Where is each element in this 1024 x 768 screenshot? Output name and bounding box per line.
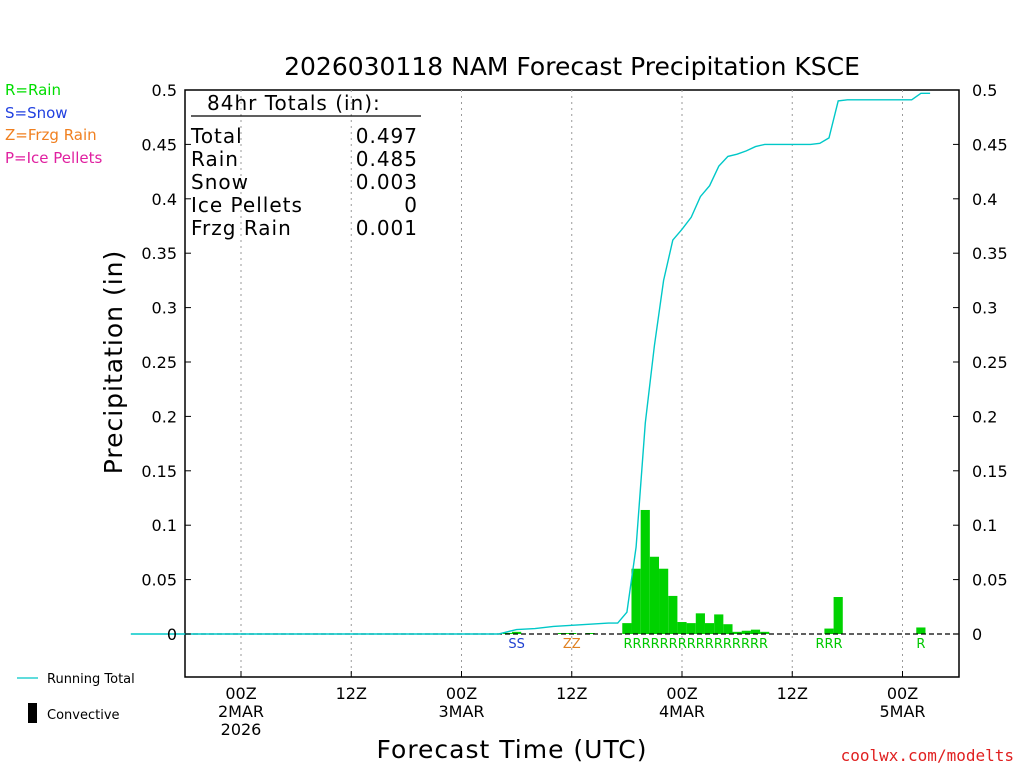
y-tick-label-left: 0.45 (141, 135, 177, 154)
series-legend: Running Total Convective (17, 672, 135, 723)
precip-type-label: R (916, 637, 925, 652)
legend-frzg-rain: Z=Frzg Rain (5, 126, 97, 144)
y-tick-label-right: 0.2 (972, 407, 997, 426)
precip-bar (585, 633, 595, 634)
x-axis-label: Forecast Time (UTC) (377, 735, 648, 764)
x-tick-label: 3MAR (438, 702, 484, 721)
y-tick-label-left: 0.2 (152, 407, 177, 426)
totals-label-ice-pellets: Ice Pellets (191, 193, 303, 217)
y-tick-label-left: 0.35 (141, 244, 177, 263)
y-tick-label-right: 0.4 (972, 190, 997, 209)
y-tick-label-right: 0.05 (972, 571, 1008, 590)
x-tick-label: 2026 (221, 720, 262, 739)
precip-type-labels: SS ZZ RRRRRRRRRRRRRRRR RRR R (508, 637, 925, 652)
precip-bar (732, 631, 742, 634)
chart-title: 2026030118 NAM Forecast Precipitation KS… (284, 52, 860, 81)
precip-type-label: RRRRRRRRRRRRRRRR (624, 637, 769, 652)
precip-bar (750, 629, 761, 634)
totals-value-total: 0.497 (356, 124, 418, 148)
y-tick-label-right: 0 (972, 625, 982, 644)
running-total-line (130, 92, 931, 635)
x-tick-label: 2MAR (218, 702, 264, 721)
credit-link: coolwx.com/modelts (841, 746, 1014, 765)
precip-bar (741, 630, 751, 634)
precip-bar (833, 597, 843, 634)
y-tick-label-left: 0.05 (141, 571, 177, 590)
totals-label-rain: Rain (191, 147, 239, 171)
convective-swatch (28, 703, 37, 723)
x-tick-label: 4MAR (659, 702, 705, 721)
precip-bar (668, 595, 678, 634)
legend-convective: Convective (47, 708, 120, 723)
precip-bar (640, 509, 650, 634)
totals-value-frzg-rain: 0.001 (356, 216, 418, 240)
precip-bar (916, 627, 926, 634)
y-tick-label-left: 0.1 (152, 516, 177, 535)
y-tick-label-left: 0 (167, 625, 177, 644)
precip-bar (760, 631, 770, 634)
y-tick-label-right: 0.45 (972, 135, 1008, 154)
y-tick-label-left: 0.3 (152, 299, 177, 318)
x-tick-label: 00Z (887, 684, 918, 703)
x-tick-label: 12Z (336, 684, 367, 703)
y-tick-label-left: 0.4 (152, 190, 177, 209)
x-tick-label: 12Z (556, 684, 587, 703)
precip-type-label: ZZ (563, 637, 581, 652)
precip-bar (659, 568, 669, 634)
legend-ice-pellets: P=Ice Pellets (5, 149, 102, 167)
y-tick-label-left: 0.25 (141, 353, 177, 372)
y-tick-label-right: 0.35 (972, 244, 1008, 263)
legend-snow: S=Snow (5, 104, 68, 122)
precip-bar (512, 631, 522, 634)
totals-table: 84hr Totals (in): Total 0.497 Rain 0.485… (190, 91, 421, 240)
x-tick-label: 5MAR (879, 702, 925, 721)
precip-bar (677, 622, 687, 634)
x-tick-label: 12Z (777, 684, 808, 703)
totals-value-ice-pellets: 0 (404, 193, 418, 217)
y-axis-ticks: 0 0 0.05 0.05 0.1 0.1 0.15 0.15 0.2 0.2 0.25 0.25 0.… (141, 81, 1007, 644)
precip-bar (704, 623, 715, 634)
y-tick-label-right: 0.15 (972, 462, 1008, 481)
precip-bar (631, 568, 641, 634)
x-tick-label: 00Z (446, 684, 477, 703)
precip-type-label: RRR (815, 637, 842, 652)
y-tick-label-left: 0.5 (152, 81, 177, 100)
precip-type-label: SS (508, 637, 525, 652)
y-tick-label-right: 0.3 (972, 299, 997, 318)
legend-running-total: Running Total (47, 672, 135, 687)
totals-label-snow: Snow (191, 170, 249, 194)
y-tick-label-right: 0.25 (972, 353, 1008, 372)
vertical-gridlines (240, 90, 903, 677)
totals-value-snow: 0.003 (356, 170, 418, 194)
precip-bar (649, 556, 660, 634)
precip-bar (714, 614, 724, 634)
precip-bar (723, 624, 733, 634)
x-tick-label: 00Z (666, 684, 697, 703)
convective-bars (502, 509, 926, 634)
totals-label-total: Total (190, 124, 243, 148)
y-tick-label-right: 0.5 (972, 81, 997, 100)
x-tick-label: 00Z (225, 684, 256, 703)
precip-bar (695, 613, 705, 634)
totals-label-frzg-rain: Frzg Rain (191, 216, 292, 240)
y-tick-label-left: 0.15 (141, 462, 177, 481)
precip-bar (622, 623, 632, 634)
totals-header: 84hr Totals (in): (207, 91, 381, 115)
y-axis-label: Precipitation (in) (99, 250, 128, 475)
precip-bar (686, 623, 696, 634)
legend-rain: R=Rain (5, 81, 61, 99)
precip-type-legend: R=Rain S=Snow Z=Frzg Rain P=Ice Pellets (5, 81, 102, 167)
precip-bar (824, 628, 834, 634)
y-tick-label-right: 0.1 (972, 516, 997, 535)
totals-value-rain: 0.485 (356, 147, 418, 171)
